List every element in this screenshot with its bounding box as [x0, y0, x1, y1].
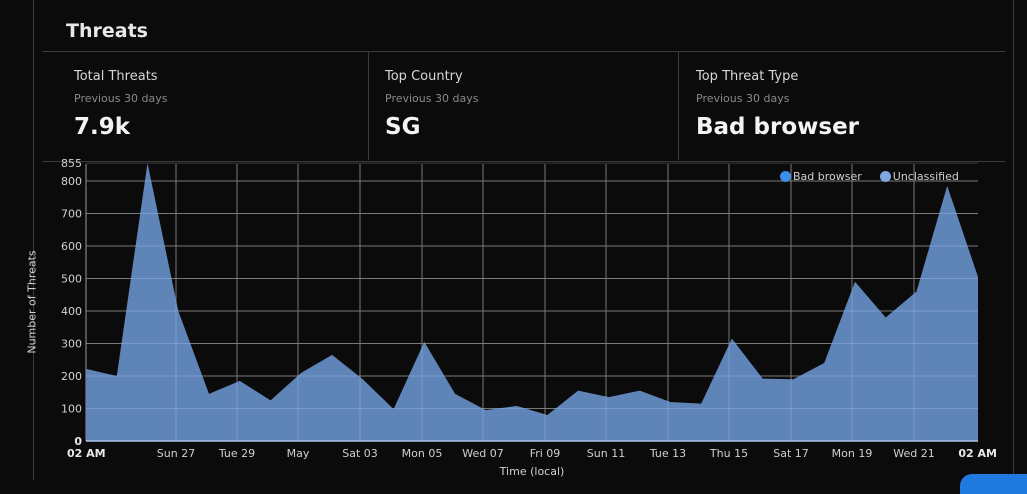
y-tick-label: 800: [61, 175, 82, 188]
legend-label: Bad browser: [793, 170, 862, 183]
y-tick-label: 300: [61, 338, 82, 351]
legend-item-unclassified[interactable]: Unclassified: [879, 170, 959, 183]
chart-legend: Bad browser Unclassified: [780, 170, 959, 183]
stat-label: Top Country: [385, 69, 463, 84]
y-tick-label: 200: [61, 370, 82, 383]
stat-value: 7.9k: [74, 114, 131, 140]
y-tick-label: 855: [61, 157, 82, 170]
left-border: [33, 0, 34, 480]
stat-sublabel: Previous 30 days: [74, 92, 168, 105]
x-tick-label: Sun 27: [157, 447, 195, 460]
legend-dot-icon: [879, 171, 891, 182]
x-tick-label: Tue 29: [218, 447, 255, 460]
area-unclassified[interactable]: [86, 163, 978, 441]
x-axis-label: Time (local): [499, 465, 565, 478]
y-tick-label: 100: [61, 403, 82, 416]
legend-item-bad-browser[interactable]: Bad browser: [780, 170, 862, 183]
x-tick-label: Fri 09: [530, 447, 561, 460]
threats-area-chart[interactable]: 0 100 200 300 400 500 600 700 800 855 02 AM Sun 27 T…: [0, 0, 1027, 480]
x-tick-label: Mon 05: [402, 447, 443, 460]
legend-label: Unclassified: [892, 170, 959, 183]
y-tick-label: 500: [61, 273, 82, 286]
y-tick-label: 400: [61, 305, 82, 318]
stat-divider: [678, 52, 679, 160]
stat-sublabel: Previous 30 days: [696, 92, 790, 105]
x-tick-label: Tue 13: [649, 447, 686, 460]
stat-value: Bad browser: [696, 114, 860, 140]
page-title: Threats: [66, 20, 148, 42]
stat-label: Total Threats: [74, 69, 158, 84]
y-axis-label: Number of Threats: [25, 250, 39, 354]
stat-total-threats: Total Threats Previous 30 days 7.9k: [74, 52, 364, 160]
x-tick-label: May: [287, 447, 310, 460]
x-tick-label: 02 AM: [958, 447, 997, 460]
floating-action-button[interactable]: [960, 474, 1027, 494]
y-tick-label: 600: [61, 240, 82, 253]
x-tick-label: Sat 03: [342, 447, 378, 460]
x-tick-label: 02 AM: [67, 447, 106, 460]
x-tick-label: Wed 21: [893, 447, 934, 460]
stat-sublabel: Previous 30 days: [385, 92, 479, 105]
legend-dot-icon: [780, 171, 791, 182]
stat-divider: [368, 52, 369, 160]
x-tick-label: Wed 07: [462, 447, 503, 460]
x-tick-label: Sun 11: [587, 447, 625, 460]
stat-top-country: Top Country Previous 30 days SG: [385, 52, 675, 160]
x-tick-label: Mon 19: [832, 447, 873, 460]
stat-top-threat-type: Top Threat Type Previous 30 days Bad bro…: [696, 52, 996, 160]
x-tick-label: Thu 15: [709, 447, 748, 460]
header-divider: [42, 51, 1005, 52]
stats-divider: [42, 161, 1005, 162]
y-tick-label: 0: [74, 435, 82, 448]
stat-label: Top Threat Type: [696, 69, 799, 84]
x-tick-label: Sat 17: [773, 447, 809, 460]
stat-value: SG: [385, 114, 421, 140]
right-border: [1013, 0, 1014, 480]
y-tick-label: 700: [61, 208, 82, 221]
